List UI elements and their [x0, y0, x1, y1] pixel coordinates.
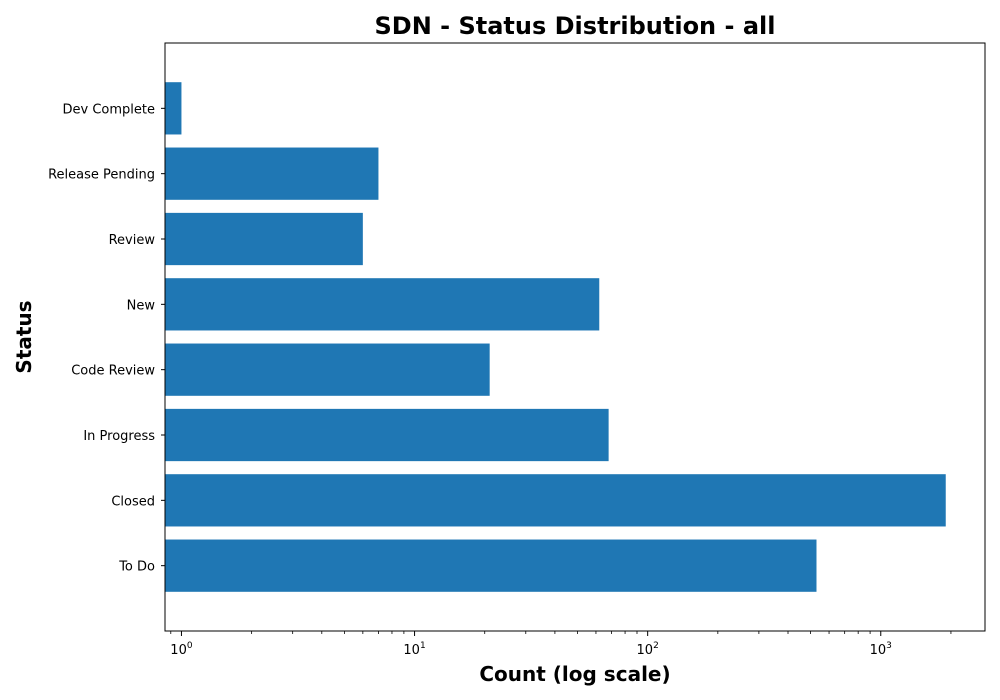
bar-closed — [165, 474, 946, 527]
y-tick-label: Review — [109, 233, 156, 248]
bar-in-progress — [165, 408, 609, 462]
plot-frame — [164, 42, 986, 632]
y-tick-label: Code Review — [71, 364, 155, 379]
y-tick-label: In Progress — [83, 429, 155, 444]
bar-code-review — [165, 343, 490, 396]
y-tick-label: Release Pending — [48, 168, 155, 183]
bar-release-pending — [165, 147, 379, 200]
y-tick-label: To Do — [118, 560, 155, 575]
y-axis-ticks: To Do Closed In Progress Code Review New Revi… — [48, 102, 165, 575]
x-tick-label: 100 — [170, 641, 193, 658]
bar-to-do — [165, 539, 817, 592]
bars-layer — [165, 82, 946, 592]
x-axis-title: Count (log scale) — [479, 662, 670, 686]
chart-title: SDN - Status Distribution - all — [375, 12, 776, 40]
y-tick-label: New — [127, 298, 156, 313]
x-tick-label: 101 — [403, 641, 425, 658]
y-tick-label: Dev Complete — [63, 102, 156, 117]
x-tick-label: 102 — [637, 641, 659, 658]
bar-new — [165, 278, 600, 331]
bar-dev-complete — [165, 82, 182, 135]
x-tick-label: 103 — [870, 641, 892, 658]
bar-review — [165, 212, 363, 266]
y-axis-title: Status — [12, 300, 36, 373]
y-tick-label: Closed — [111, 494, 155, 509]
x-axis-ticks: 100 101 102 103 — [170, 631, 952, 658]
